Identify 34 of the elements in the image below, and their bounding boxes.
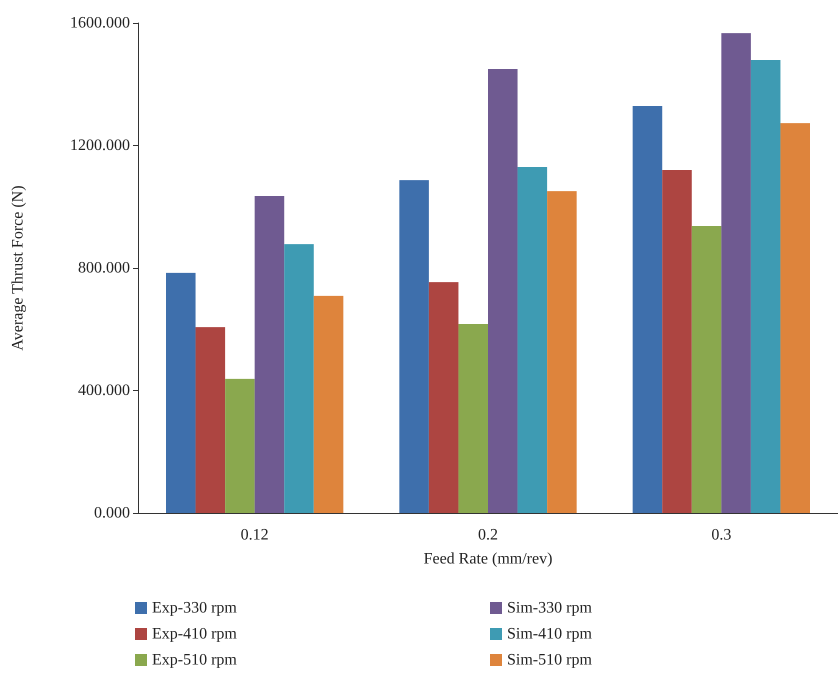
bar (780, 123, 810, 513)
bar (632, 106, 662, 513)
bar (458, 324, 488, 513)
bar (721, 33, 751, 513)
bar (692, 226, 722, 513)
bar (488, 68, 518, 513)
legend-label: Sim-510 rpm (507, 652, 592, 668)
bar (225, 378, 255, 513)
bar (428, 282, 458, 513)
x-axis-title: Feed Rate (mm/rev) (424, 550, 552, 568)
y-tick-label: 800.000 (78, 260, 130, 276)
bar (750, 60, 780, 513)
y-axis-title: Average Thrust Force (N) (10, 185, 26, 351)
bar (166, 272, 196, 513)
bar (518, 166, 548, 513)
bar (547, 191, 577, 513)
bar (399, 180, 429, 513)
x-tick-label: 0.12 (240, 526, 269, 544)
y-tick-label: 400.000 (78, 382, 130, 399)
bar (284, 244, 314, 513)
legend-label: Sim-410 rpm (507, 626, 592, 642)
legend-label: Exp-410 rpm (152, 626, 238, 642)
y-tick-label: 0.000 (94, 504, 130, 522)
y-tick-label: 1600.000 (70, 14, 130, 32)
y-tick-label: 1200.000 (70, 137, 130, 154)
legend-label: Exp-510 rpm (152, 652, 238, 668)
x-tick-label: 0.3 (711, 526, 732, 544)
bar (314, 296, 344, 513)
legend-label: Exp-330 rpm (152, 600, 238, 616)
bar (196, 327, 226, 513)
x-tick-label: 0.2 (478, 526, 498, 544)
bar (662, 170, 692, 513)
bar (254, 196, 284, 513)
legend-label: Sim-330 rpm (507, 600, 592, 616)
